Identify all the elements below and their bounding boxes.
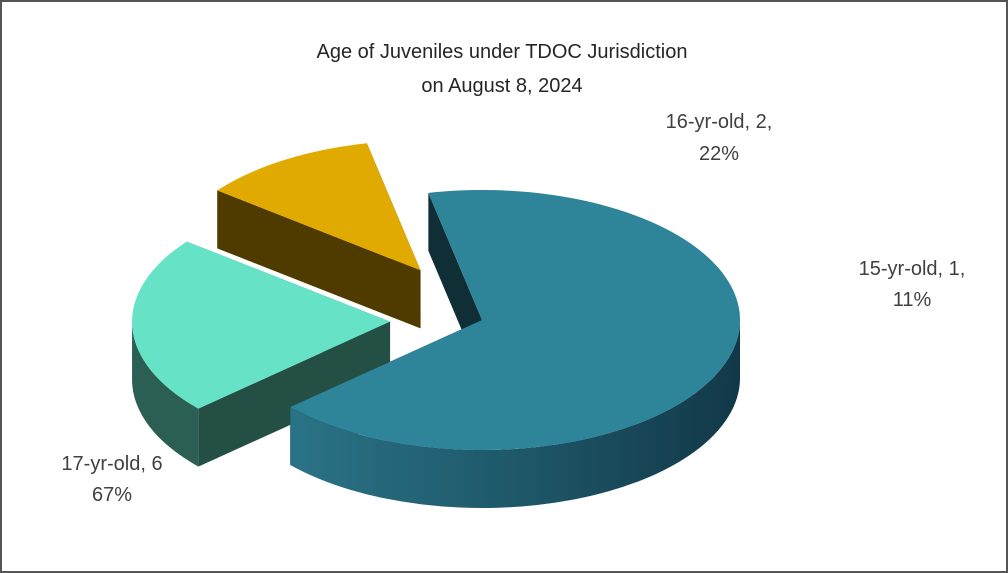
slice-16-top — [132, 241, 391, 409]
pie-slices — [132, 143, 740, 508]
slice-16-side — [132, 321, 199, 467]
data-label-17-line-1: 17-yr-old, 6 — [61, 453, 162, 475]
slice-17-top — [290, 190, 740, 450]
data-label-16-line-1: 16-yr-old, 2, — [666, 111, 773, 133]
chart-title-line-2: on August 8, 2024 — [421, 75, 582, 97]
data-label-17-line-2: 67% — [92, 484, 132, 506]
slice-15-top — [217, 143, 421, 271]
data-label-15-line-1: 15-yr-old, 1, — [859, 258, 966, 280]
slice-17-side — [290, 320, 740, 508]
chart-title-line-1: Age of Juveniles under TDOC Jurisdiction — [317, 41, 688, 63]
slice-15-wall-1 — [217, 190, 421, 329]
data-label-16-line-2: 22% — [699, 143, 739, 165]
data-label-15-line-2: 11% — [893, 289, 932, 311]
